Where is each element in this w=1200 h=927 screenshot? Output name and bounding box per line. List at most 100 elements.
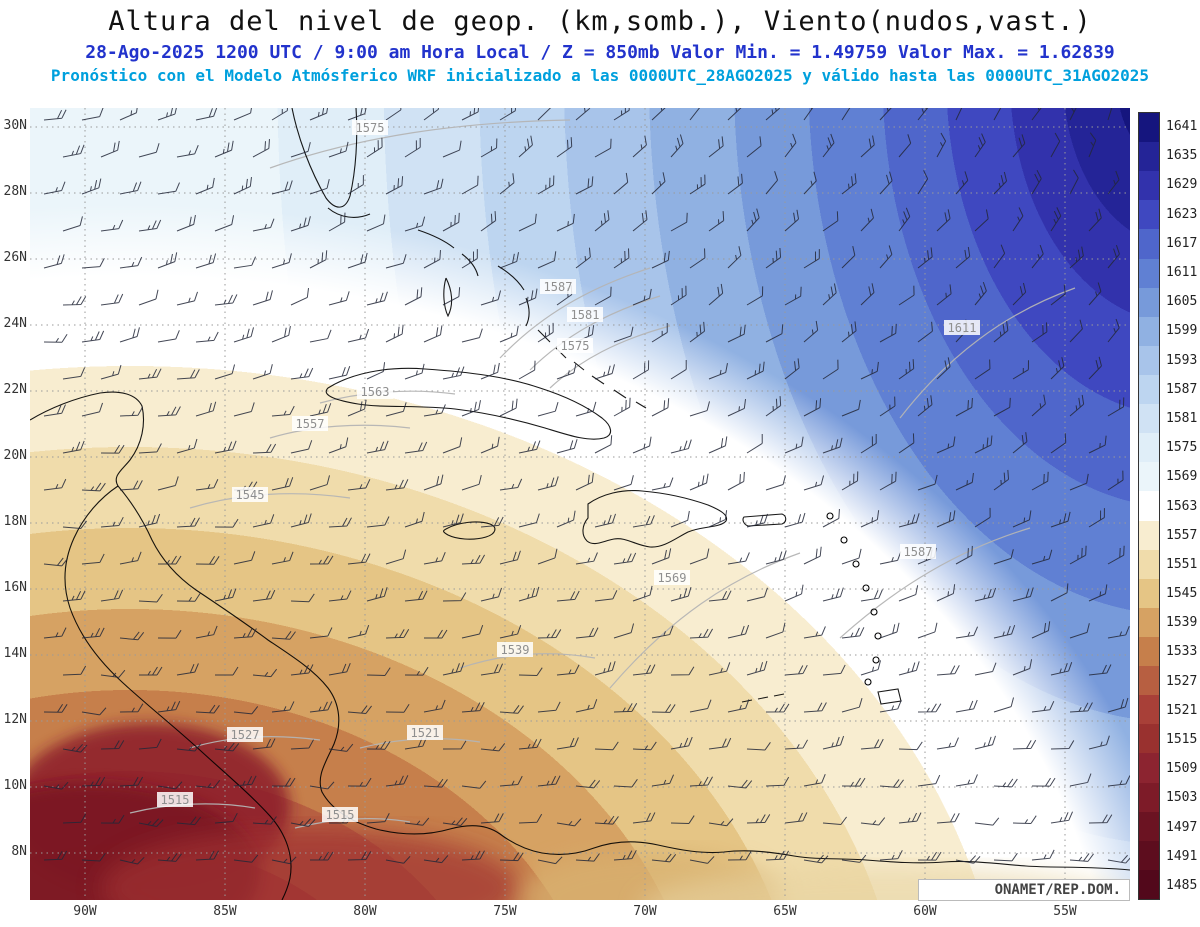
colorbar-cell	[1139, 607, 1159, 637]
colorbar-cell	[1139, 462, 1159, 492]
svg-text:1581: 1581	[571, 308, 600, 322]
colorbar-cell	[1139, 869, 1159, 899]
colorbar-level-label: 1533	[1166, 644, 1198, 660]
contour-label: 1569	[654, 570, 690, 585]
colorbar-level-label: 1527	[1166, 673, 1198, 689]
colorbar-cell	[1139, 695, 1159, 725]
lat-tick-label: 16N	[3, 580, 27, 595]
page-title: Altura del nivel de geop. (km,somb.), Vi…	[108, 6, 1092, 37]
svg-text:1575: 1575	[356, 121, 385, 135]
colorbar-level-label: 1575	[1166, 440, 1198, 456]
svg-text:1527: 1527	[231, 728, 260, 742]
colorbar-level-label: 1497	[1166, 819, 1198, 835]
shaded-field	[30, 108, 1130, 900]
colorbar-level-label: 1563	[1166, 498, 1198, 514]
svg-text:1611: 1611	[948, 321, 977, 335]
contour-label: 1515	[157, 792, 193, 807]
colorbar-cell	[1139, 636, 1159, 667]
colorbar-cell	[1139, 229, 1159, 259]
colorbar-level-label: 1641	[1166, 119, 1198, 135]
colorbar-level-label: 1485	[1166, 877, 1198, 893]
svg-text:1539: 1539	[501, 643, 530, 657]
colorbar-level-label: 1581	[1166, 410, 1198, 426]
coast-central-america	[30, 391, 1130, 871]
lon-tick-label: 85W	[213, 904, 237, 919]
svg-text:1563: 1563	[361, 385, 390, 399]
svg-text:1575: 1575	[561, 339, 590, 353]
colorbar-cell	[1139, 258, 1159, 288]
colorbar-cell	[1139, 840, 1159, 870]
colorbar-cell	[1139, 724, 1159, 754]
colorbar-cell	[1139, 374, 1159, 405]
lat-lon-gridlines	[30, 108, 1130, 900]
lat-tick-label: 22N	[3, 382, 27, 397]
lat-tick-label: 20N	[3, 448, 27, 463]
credit-text: ONAMET/REP.DOM.	[994, 882, 1121, 898]
colorbar-cell	[1139, 345, 1159, 375]
contour-label: 1587	[540, 279, 576, 294]
colorbar-swatches	[1138, 112, 1160, 900]
colorbar-cell	[1139, 316, 1159, 346]
lon-tick-label: 75W	[493, 904, 517, 919]
colorbar-level-label: 1521	[1166, 702, 1198, 718]
coast-florida-keys	[327, 207, 371, 218]
colorbar-cell	[1139, 171, 1159, 201]
contour-label: 1527	[227, 727, 263, 742]
colorbar-cell	[1139, 404, 1159, 434]
colorbar-level-label: 1515	[1166, 732, 1198, 748]
svg-text:1545: 1545	[236, 488, 265, 502]
coastlines	[30, 108, 1130, 900]
lat-tick-label: 28N	[3, 184, 27, 199]
colorbar-level-label: 1539	[1166, 615, 1198, 631]
colorbar-level-label: 1587	[1166, 381, 1198, 397]
colorbar-level-label: 1545	[1166, 586, 1198, 602]
svg-text:1569: 1569	[658, 571, 687, 585]
colorbar-cell	[1139, 433, 1159, 463]
colorbar-cell	[1139, 578, 1159, 608]
colorbar-level-label: 1599	[1166, 323, 1198, 339]
wind-barbs	[43, 108, 1130, 865]
colorbar-cell	[1139, 200, 1159, 230]
lat-tick-label: 12N	[3, 712, 27, 727]
weather-map: 1575 1587 1581 1575 1611 1563 1557 1545 1587 1569…	[30, 108, 1130, 900]
lat-tick-label: 14N	[3, 646, 27, 661]
lat-tick-label: 26N	[3, 250, 27, 265]
colorbar-level-label: 1593	[1166, 352, 1198, 368]
colorbar-level-label: 1569	[1166, 469, 1198, 485]
contour-label: 1539	[497, 642, 533, 657]
lon-tick-label: 90W	[73, 904, 97, 919]
colorbar-cell	[1139, 142, 1159, 172]
contour-labels: 1575 1587 1581 1575 1611 1563 1557 1545 1587 1569…	[157, 120, 980, 822]
contour-label: 1521	[407, 725, 443, 740]
contour-label: 1515	[322, 807, 358, 822]
coast-cuba	[325, 367, 612, 440]
svg-text:1521: 1521	[411, 726, 440, 740]
colorbar-level-label: 1551	[1166, 556, 1198, 572]
lat-tick-label: 30N	[3, 118, 27, 133]
coast-jamaica	[443, 521, 496, 540]
colorbar-cell	[1139, 549, 1159, 579]
coast-lesser-antilles	[826, 512, 882, 686]
colorbar-cell	[1139, 782, 1159, 812]
colorbar-cell	[1139, 520, 1159, 550]
coast-florida	[291, 108, 358, 208]
lon-tick-label: 55W	[1053, 904, 1077, 919]
colorbar-level-label: 1509	[1166, 761, 1198, 777]
colorbar-level-label: 1611	[1166, 265, 1198, 281]
colorbar-cell	[1139, 666, 1159, 696]
svg-text:1515: 1515	[326, 808, 355, 822]
model-line: Pronóstico con el Modelo Atmósferico WRF…	[50, 66, 1150, 85]
colorbar-cell	[1139, 811, 1159, 841]
contour-label: 1563	[357, 384, 393, 399]
colorbar-cell	[1139, 113, 1159, 143]
contour-label: 1575	[557, 338, 593, 353]
lon-tick-label: 70W	[633, 904, 657, 919]
colorbar-level-label: 1635	[1166, 148, 1198, 164]
svg-text:1587: 1587	[904, 545, 933, 559]
contour-label: 1587	[900, 544, 936, 559]
contour-label: 1575	[352, 120, 388, 135]
datetime-line: 28-Ago-2025 1200 UTC / 9:00 am Hora Loca…	[85, 42, 1115, 63]
colorbar-cell	[1139, 491, 1159, 521]
contour-label: 1545	[232, 487, 268, 502]
coast-pacific	[64, 485, 292, 900]
